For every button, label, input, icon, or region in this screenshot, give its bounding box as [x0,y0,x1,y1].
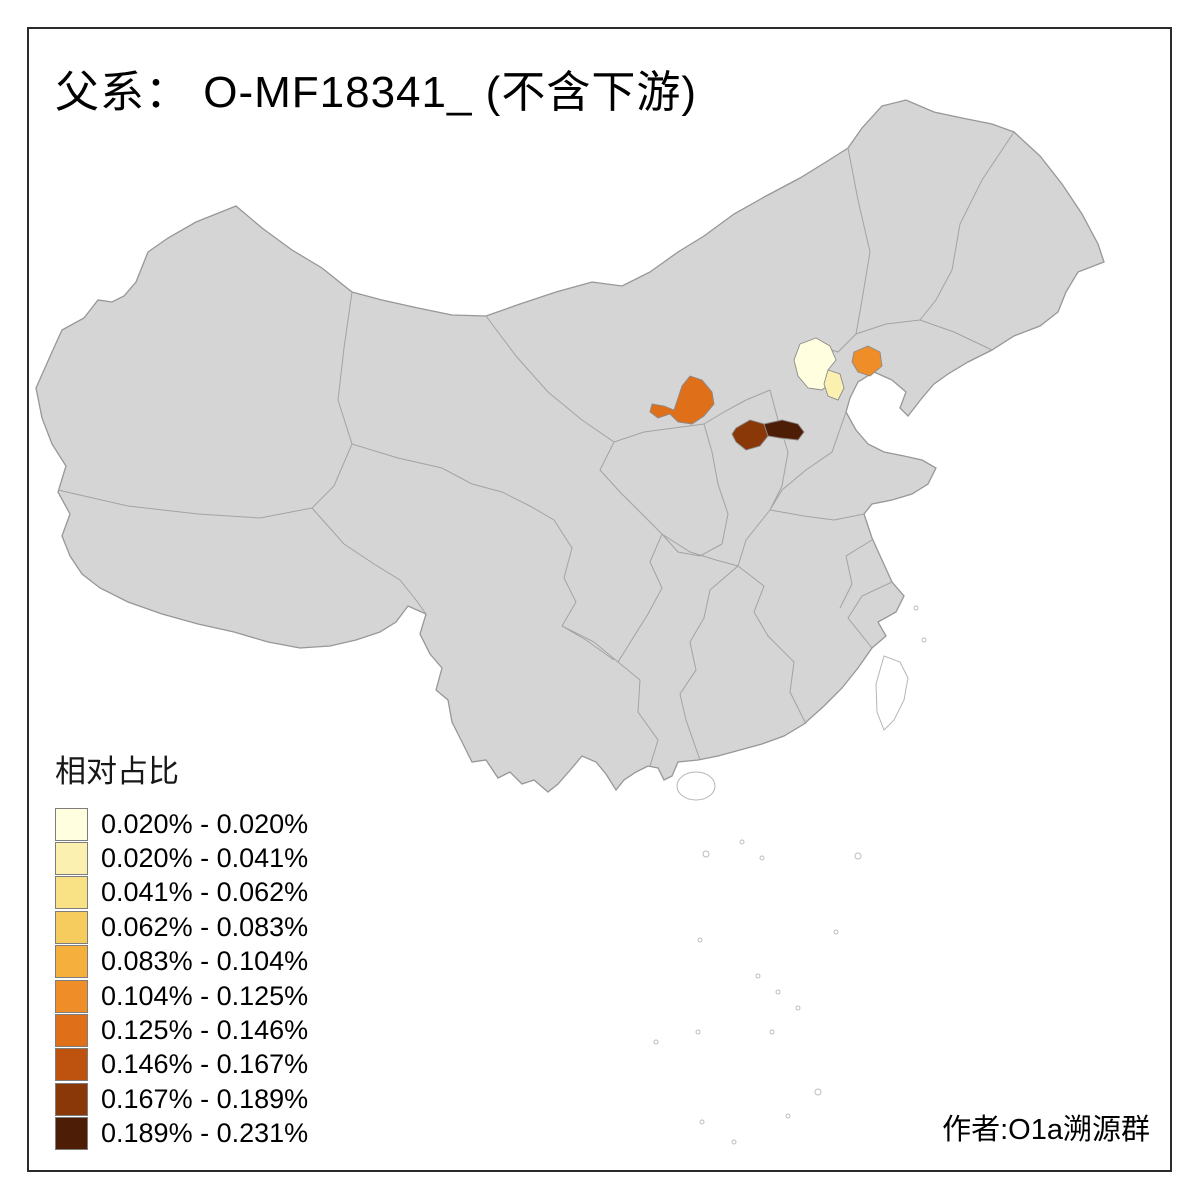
legend-item: 0.062% - 0.083% [55,910,308,944]
legend-item: 0.041% - 0.062% [55,876,308,910]
legend: 相对占比 0.020% - 0.020% 0.020% - 0.041% 0.0… [55,746,308,1151]
legend-label: 0.020% - 0.020% [101,808,309,839]
legend-item: 0.104% - 0.125% [55,979,308,1013]
province-borders [57,131,1015,767]
mainland-china-shape [35,99,1105,793]
legend-item: 0.020% - 0.020% [55,807,308,841]
legend-swatch [55,876,88,910]
region-tianjin-area [823,369,845,401]
legend-label: 0.125% - 0.146% [101,1015,309,1046]
legend-item: 0.083% - 0.104% [55,945,308,979]
region-liaoning-coast-area [851,345,883,377]
region-shanxi-central-west [731,419,769,451]
legend-label: 0.062% - 0.083% [101,911,309,942]
legend-label: 0.167% - 0.189% [101,1083,309,1114]
legend-label: 0.041% - 0.062% [101,877,309,908]
legend-swatch [55,842,88,876]
legend-label: 0.083% - 0.104% [101,946,309,977]
legend-label: 0.189% - 0.231% [101,1118,309,1149]
legend-swatch [55,1014,88,1048]
legend-swatch [55,1082,88,1116]
legend-label: 0.146% - 0.167% [101,1049,309,1080]
legend-item: 0.167% - 0.189% [55,1082,308,1116]
legend-swatch [55,945,88,979]
author-credit: 作者:O1a溯源群 [942,1114,1150,1146]
legend-label: 0.104% - 0.125% [101,980,309,1011]
legend-item: 0.189% - 0.231% [55,1117,308,1151]
south-china-sea-islets [653,605,927,1145]
legend-swatch [55,1117,88,1151]
region-shanxi-central-east [763,419,805,441]
region-ningxia-area [649,375,715,425]
map-title: 父系： O-MF18341_ (不含下游) [55,68,697,117]
legend-item: 0.125% - 0.146% [55,1013,309,1048]
hainan-island-shape [676,771,716,801]
legend-swatch [55,979,88,1013]
legend-item: 0.146% - 0.167% [55,1048,308,1082]
legend-swatch [55,1048,88,1082]
legend-swatch [55,910,88,944]
taiwan-island-shape [875,655,909,731]
legend-title: 相对占比 [55,754,179,789]
legend-label: 0.020% - 0.041% [101,843,309,874]
legend-swatch [55,807,88,841]
legend-item: 0.020% - 0.041% [55,841,309,876]
